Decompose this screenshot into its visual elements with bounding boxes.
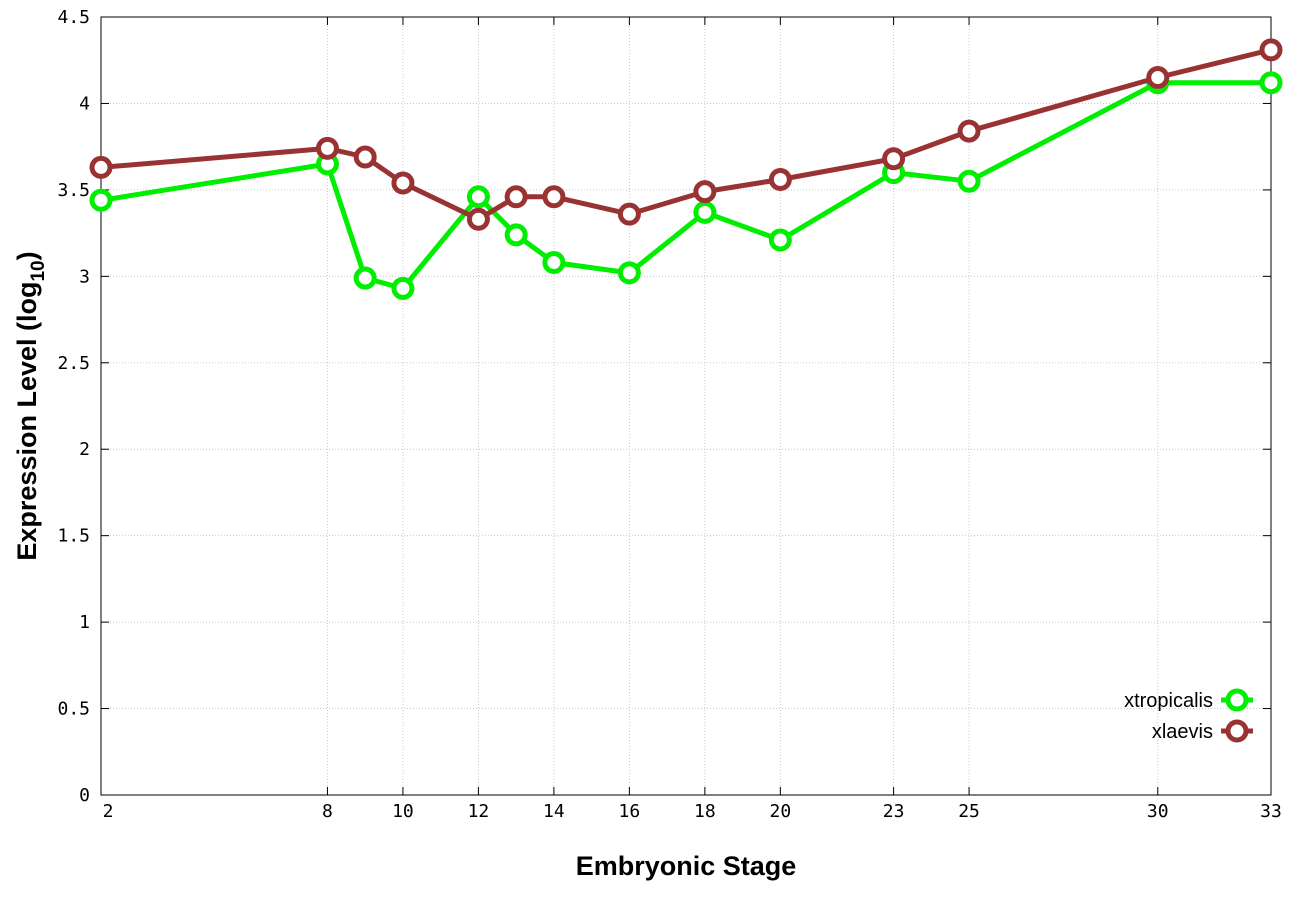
data-point-xtropicalis [1259, 71, 1283, 95]
data-point-xlaevis [1146, 66, 1170, 90]
data-point-xlaevis [693, 180, 717, 204]
y-axis-title: Expression Level (log10) [12, 251, 49, 560]
data-point-xlaevis [315, 136, 339, 160]
data-point-xtropicalis [353, 266, 377, 290]
x-tick-label: 8 [322, 801, 333, 822]
data-point-xlaevis [353, 145, 377, 169]
series-line-xtropicalis [100, 80, 1271, 291]
data-point-xlaevis [391, 171, 415, 195]
x-tick-label: 16 [619, 801, 641, 822]
data-point-xtropicalis [466, 185, 490, 209]
data-point-xlaevis [882, 147, 906, 171]
plot-frame [100, 16, 1272, 796]
series-line-xlaevis [100, 47, 1272, 222]
data-point-xlaevis [957, 119, 981, 143]
data-point-xtropicalis [693, 200, 717, 224]
legend-label-xtropicalis: xtropicalis [1124, 690, 1213, 712]
series-xtropicalis [89, 71, 1283, 300]
x-tick-label: 20 [770, 801, 792, 822]
data-point-xtropicalis [768, 228, 792, 252]
legend-marker-xtropicalis [1225, 688, 1249, 712]
y-tick-label: 2 [79, 439, 90, 460]
x-tick-label: 23 [883, 801, 905, 822]
data-point-xlaevis [504, 185, 528, 209]
x-tick-label: 2 [103, 801, 114, 822]
data-point-xtropicalis [89, 188, 113, 212]
y-axis-title-main: Expression Level (log [12, 282, 42, 561]
y-tick-label: 4 [79, 93, 90, 114]
x-tick-label: 14 [543, 801, 565, 822]
y-tick-label: 0.5 [57, 699, 90, 720]
x-tick-label: 18 [694, 801, 716, 822]
data-point-xtropicalis [504, 223, 528, 247]
y-axis-title-suffix: ) [12, 251, 42, 260]
data-point-xtropicalis [391, 276, 415, 300]
y-tick-label: 0 [79, 785, 90, 806]
y-tick-label: 3 [79, 266, 90, 287]
y-tick-label: 4.5 [57, 7, 90, 28]
legend-label-xlaevis: xlaevis [1152, 721, 1213, 743]
data-point-xlaevis [542, 185, 566, 209]
legend: xtropicalis xlaevis [1124, 688, 1253, 743]
y-tick-label: 3.5 [57, 180, 90, 201]
data-point-xlaevis [466, 207, 490, 231]
x-tick-label: 10 [392, 801, 414, 822]
data-point-xtropicalis [617, 261, 641, 285]
x-tick-label: 30 [1147, 801, 1169, 822]
y-axis-title-subscript: 10 [28, 260, 49, 281]
series-xlaevis [89, 38, 1283, 231]
y-tick-label: 1.5 [57, 526, 90, 547]
data-point-xlaevis [1259, 38, 1283, 62]
data-point-xlaevis [89, 155, 113, 179]
grid [101, 17, 1271, 795]
x-tick-label: 12 [468, 801, 490, 822]
y-tick-label: 2.5 [57, 353, 90, 374]
ticks: 0 0.5 1 1.5 2 2.5 3 3.5 4 4.5 2 8 10 12 14 16 18 20 23 25 30… [57, 7, 1281, 822]
data-point-xtropicalis [542, 251, 566, 275]
series-layer [89, 38, 1283, 300]
data-point-xlaevis [768, 168, 792, 192]
x-tick-label: 33 [1260, 801, 1282, 822]
data-point-xlaevis [617, 202, 641, 226]
legend-marker-xlaevis [1225, 719, 1249, 743]
y-tick-label: 1 [79, 612, 90, 633]
x-axis-title: Embryonic Stage [576, 851, 797, 881]
data-point-xtropicalis [957, 169, 981, 193]
x-tick-label: 25 [958, 801, 980, 822]
